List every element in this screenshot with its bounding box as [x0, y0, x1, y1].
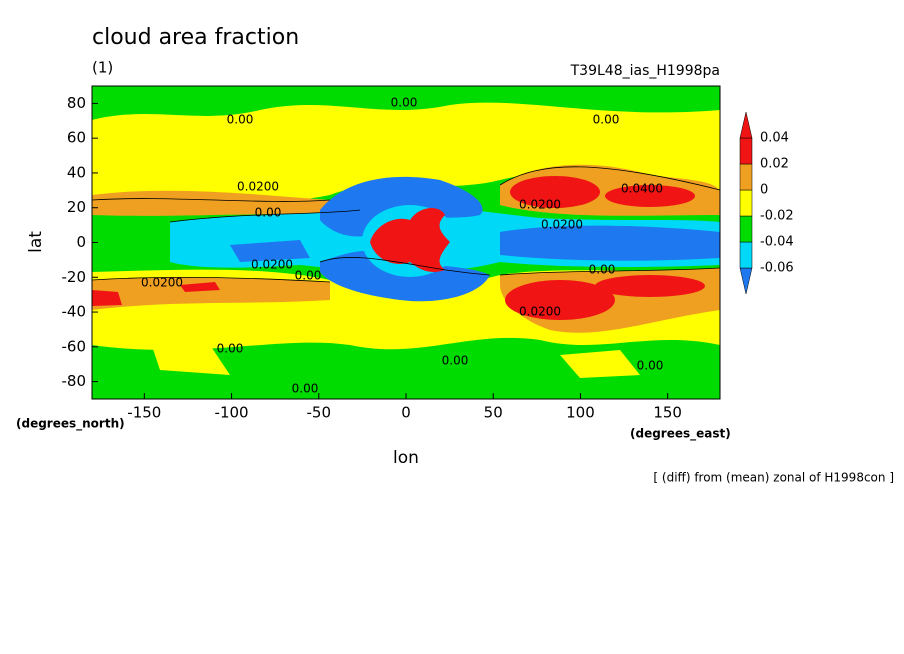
x-units: (degrees_east)	[630, 427, 731, 442]
y-tick-label: -80	[62, 372, 87, 390]
x-tick-label: 150	[653, 404, 682, 422]
y-tick-label: 40	[67, 163, 86, 181]
y-tick-label: 60	[67, 129, 86, 147]
contour-label: 0.0200	[519, 198, 561, 212]
y-tick-label: -60	[62, 337, 87, 355]
contour-label: 0.00	[255, 206, 282, 220]
contour-label: 0.0200	[541, 218, 583, 232]
y-tick-label: 80	[67, 94, 86, 112]
x-tick-label: 100	[566, 404, 595, 422]
chart-title: cloud area fraction	[92, 25, 299, 50]
contour-label: 0.00	[637, 359, 664, 373]
x-tick-label: -100	[215, 404, 249, 422]
colorbar-label: 0.04	[760, 131, 789, 146]
x-tick-label: -150	[127, 404, 161, 422]
colorbar-label: -0.06	[760, 261, 794, 276]
contour-label: 0.00	[227, 113, 254, 127]
contour-label: 0.00	[589, 263, 616, 277]
colorbar-box	[739, 215, 753, 243]
contour-label: 0.0200	[251, 258, 293, 272]
y-tick-label: -40	[62, 303, 87, 321]
x-tick-label: -50	[307, 404, 332, 422]
colorbar-label: -0.02	[760, 209, 794, 224]
x-tick-label: 50	[484, 404, 503, 422]
contour-label: 0.00	[442, 354, 469, 368]
colorbar-label: -0.04	[760, 235, 794, 250]
colorbar-extend	[739, 267, 753, 295]
colorbar-label: 0	[760, 183, 768, 198]
y-tick-label: -20	[62, 268, 87, 286]
x-tick-label: 0	[401, 404, 411, 422]
field	[92, 86, 720, 399]
contour-label: 0.0400	[621, 182, 663, 196]
colorbar-box	[739, 189, 753, 217]
contour-label: 0.0200	[519, 305, 561, 319]
y-units: (degrees_north)	[16, 417, 125, 432]
colorbar-box	[739, 137, 753, 165]
contour-label: 0.00	[391, 96, 418, 110]
contour-label: 0.00	[292, 382, 319, 396]
colorbar-extend	[739, 111, 753, 139]
y-tick-label: 20	[67, 198, 86, 216]
y-axis-label: lat	[26, 231, 46, 253]
colorbar-label: 0.02	[760, 157, 789, 172]
y-tick-label: 0	[76, 233, 86, 251]
colorbar-box	[739, 241, 753, 269]
contour-labels: 0.00 0.00 0.00 0.0200 0.00 0.0400 0.0200…	[141, 96, 663, 396]
contour-label: 0.00	[217, 342, 244, 356]
x-axis-label: lon	[393, 448, 419, 468]
contour-label: 0.00	[593, 113, 620, 127]
subtitle: (1)	[92, 59, 113, 77]
run-label: T39L48_ias_H1998pa	[570, 63, 720, 79]
contour-label: 0.0200	[141, 276, 183, 290]
note: [ (diff) from (mean) zonal of H1998con ]	[653, 471, 894, 485]
contour-label: 0.0200	[237, 180, 279, 194]
colorbar-box	[739, 163, 753, 191]
contour-label: 0.00	[295, 269, 322, 283]
